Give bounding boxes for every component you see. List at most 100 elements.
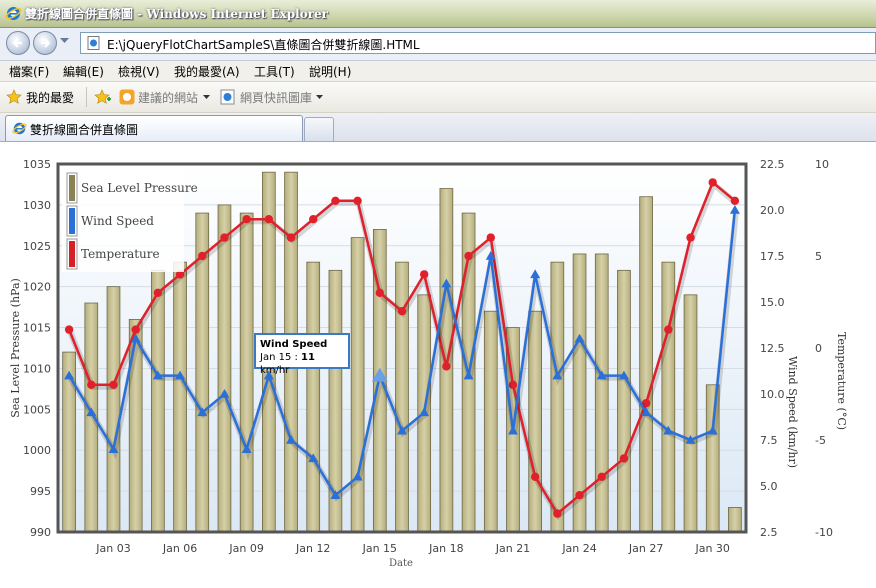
wind-point (152, 370, 163, 380)
wind-point (175, 370, 186, 380)
temperature-point (286, 233, 296, 242)
legend: Sea Level Pressure Wind Speed Temperatur… (62, 168, 198, 272)
wind-point (130, 333, 141, 343)
temperature-point (597, 472, 606, 481)
menu-view[interactable]: 檢視(V) (118, 65, 160, 79)
wind-point (371, 367, 388, 382)
x-tick-label: Jan 12 (295, 542, 330, 555)
tab-active[interactable]: 雙折線圖合併直條圖 (5, 115, 303, 141)
temperature-point (64, 325, 74, 334)
temperature-point (664, 325, 673, 334)
temperature-point (508, 380, 518, 389)
legend-swatch-frame (66, 238, 78, 270)
wind-point (330, 490, 341, 499)
add-favorite-icon[interactable] (94, 89, 112, 105)
pressure-bar (639, 196, 653, 533)
address-text: E:\jQueryFlotChartSampleS\直條圖合併雙折線圖.HTML (107, 38, 420, 52)
x-tick-label: Jan 24 (561, 542, 596, 555)
temperature-point (419, 270, 429, 279)
menu-tools[interactable]: 工具(T) (254, 65, 295, 79)
web-slice-gallery-link[interactable]: 網頁快訊圖庫 (240, 91, 313, 105)
pressure-bar (306, 261, 321, 533)
y-tick-label-temperature: 5 (815, 250, 822, 263)
wind-point (485, 251, 496, 260)
temperature-point (264, 215, 274, 224)
temperature-point (309, 215, 318, 224)
pressure-bar (617, 269, 631, 533)
menu-help[interactable]: 說明(H) (309, 65, 352, 79)
y-tick-label-pressure: 1005 (23, 403, 51, 416)
menu-bar: 檔案(F) 編輯(E) 檢視(V) 我的最愛(A) 工具(T) 說明(H) (0, 61, 876, 82)
menu-edit[interactable]: 編輯(E) (63, 65, 104, 79)
address-field[interactable]: E:\jQueryFlotChartSampleS\直條圖合併雙折線圖.HTML (80, 32, 876, 54)
legend-label-wind: Wind Speed (81, 214, 154, 228)
wind-point (241, 444, 252, 453)
tooltip-body: Jan 15 : 11 km/hr (260, 351, 344, 377)
wind-point (286, 435, 297, 444)
y-tick-label-wind: 7.5 (760, 434, 778, 447)
tooltip-unit: km/hr (260, 365, 290, 376)
y-tick-label-pressure: 990 (30, 526, 51, 539)
x-tick-label: Jan 27 (628, 542, 663, 555)
chevron-down-icon[interactable] (316, 95, 323, 99)
pressure-bar (106, 286, 121, 533)
wind-point (507, 425, 518, 435)
ie-page-icon (12, 122, 27, 135)
wind-point (263, 370, 274, 380)
wind-point (86, 407, 97, 417)
temperature-point (442, 362, 451, 371)
wind-point (352, 471, 363, 481)
forward-button[interactable] (33, 31, 57, 55)
temperature-point (353, 196, 362, 205)
wind-point (618, 370, 629, 380)
new-tab-button[interactable] (304, 117, 334, 141)
y-tick-label-wind: 10.0 (760, 388, 785, 401)
menu-favorites[interactable]: 我的最愛(A) (174, 65, 240, 79)
wind-point (685, 435, 696, 444)
menu-file[interactable]: 檔案(F) (9, 65, 50, 79)
x-tick-label: Jan 09 (228, 542, 263, 555)
y-tick-label-wind: 15.0 (760, 296, 785, 309)
tooltip-title: Wind Speed (260, 339, 328, 350)
page-icon (87, 36, 100, 50)
y-tick-label-pressure: 1035 (23, 158, 51, 171)
tooltip-value: 11 (301, 352, 315, 363)
y-tick-label-wind: 22.5 (760, 158, 785, 171)
x-tick-label: Jan 21 (495, 542, 530, 555)
wind-point (552, 370, 563, 380)
temperature-point (575, 491, 584, 500)
plot-border (56, 162, 748, 534)
wind-point (397, 425, 407, 435)
pressure-bar (683, 294, 698, 533)
chevron-down-icon[interactable] (203, 95, 210, 99)
back-arrow-icon (12, 38, 22, 48)
temperature-point (87, 380, 96, 389)
pressure-bar (173, 261, 187, 533)
pressure-bar (483, 310, 498, 533)
history-dropdown-icon[interactable] (60, 38, 69, 44)
tooltip-date: Jan 15 : (260, 352, 302, 363)
x-tick-label: Jan 18 (428, 542, 463, 555)
suggested-sites-link[interactable]: 建議的網站 (138, 91, 199, 105)
wind-point (108, 444, 119, 453)
wind-point (729, 205, 740, 214)
y-tick-label-pressure: 1000 (23, 444, 51, 457)
temperature-point (530, 472, 540, 481)
back-button[interactable] (6, 31, 30, 55)
temperature-point (553, 509, 562, 518)
temperature-point (464, 251, 473, 261)
y-tick-label-pressure: 1030 (23, 199, 51, 212)
temperature-point (641, 399, 651, 408)
temperature-point (619, 454, 629, 463)
y-tick-label-temperature: -5 (815, 434, 826, 447)
page-content: 1035 1030 1025 1020 1015 1010 1005 1000 995 990 2… (0, 142, 876, 585)
legend-swatch-frame (66, 205, 78, 237)
favorites-button[interactable]: 我的最愛 (26, 91, 75, 105)
y-tick-label-wind: 5.0 (760, 480, 778, 493)
favorites-bar: 我的最愛 建議的網站 網頁快訊圖庫 (0, 82, 876, 113)
title-bar: 雙折線圖合併直條圖 - Windows Internet Explorer (0, 0, 876, 28)
y-tick-label-pressure: 995 (30, 485, 51, 498)
legend-label-temperature: Temperature (81, 247, 160, 261)
pressure-bar (350, 237, 365, 533)
